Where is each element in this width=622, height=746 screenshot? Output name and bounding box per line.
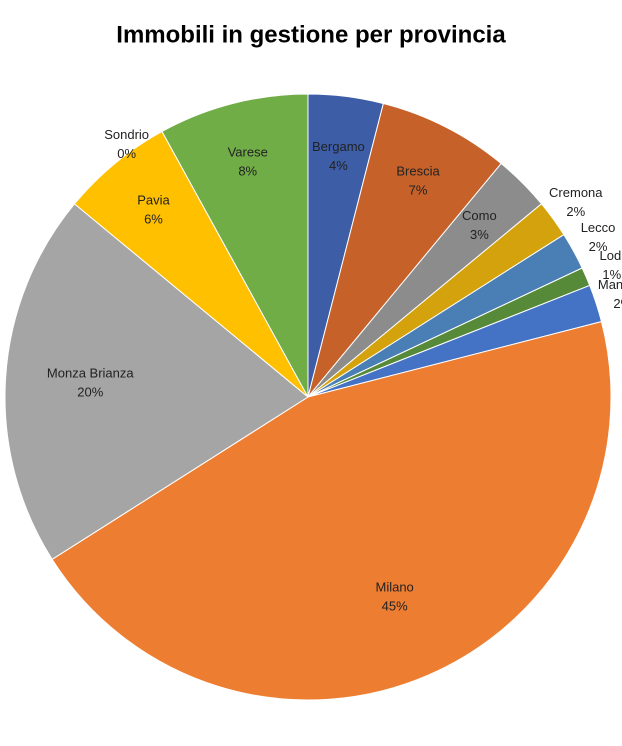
slice-label: Sondrio xyxy=(104,127,149,142)
slice-value-label: 7% xyxy=(409,182,428,197)
slice-value-label: 45% xyxy=(382,599,408,614)
slice-value-label: 20% xyxy=(77,385,103,400)
slice-label: Cremona xyxy=(549,185,603,200)
slice-label: Lecco xyxy=(581,220,616,235)
slice-value-label: 4% xyxy=(329,158,348,173)
slice-value-label: 6% xyxy=(144,212,163,227)
slice-value-label: 1% xyxy=(602,267,621,282)
slice-value-label: 2% xyxy=(566,204,585,219)
slice-label: Pavia xyxy=(137,193,170,208)
slice-label: Como xyxy=(462,208,497,223)
slice-label: Brescia xyxy=(396,163,440,178)
pie-slice xyxy=(4,203,309,561)
slice-value-label: 8% xyxy=(238,164,257,179)
slice-label: Milano xyxy=(375,580,413,595)
slice-label: Varese xyxy=(228,145,268,160)
pie-slice xyxy=(307,102,502,398)
slice-value-label: 3% xyxy=(470,227,489,242)
chart-title: Immobili in gestione per provincia xyxy=(116,21,506,48)
slice-value-label: 2% xyxy=(613,296,622,311)
slice-label: Lodi xyxy=(599,248,622,263)
pie-slice xyxy=(51,321,612,701)
slice-value-label: 0% xyxy=(117,146,136,161)
slice-label: Mantova xyxy=(598,277,622,292)
slice-label: Bergamo xyxy=(312,139,365,154)
slice-value-label: 2% xyxy=(589,239,608,254)
slice-label: Monza Brianza xyxy=(47,366,134,381)
pie-slice xyxy=(161,93,309,398)
